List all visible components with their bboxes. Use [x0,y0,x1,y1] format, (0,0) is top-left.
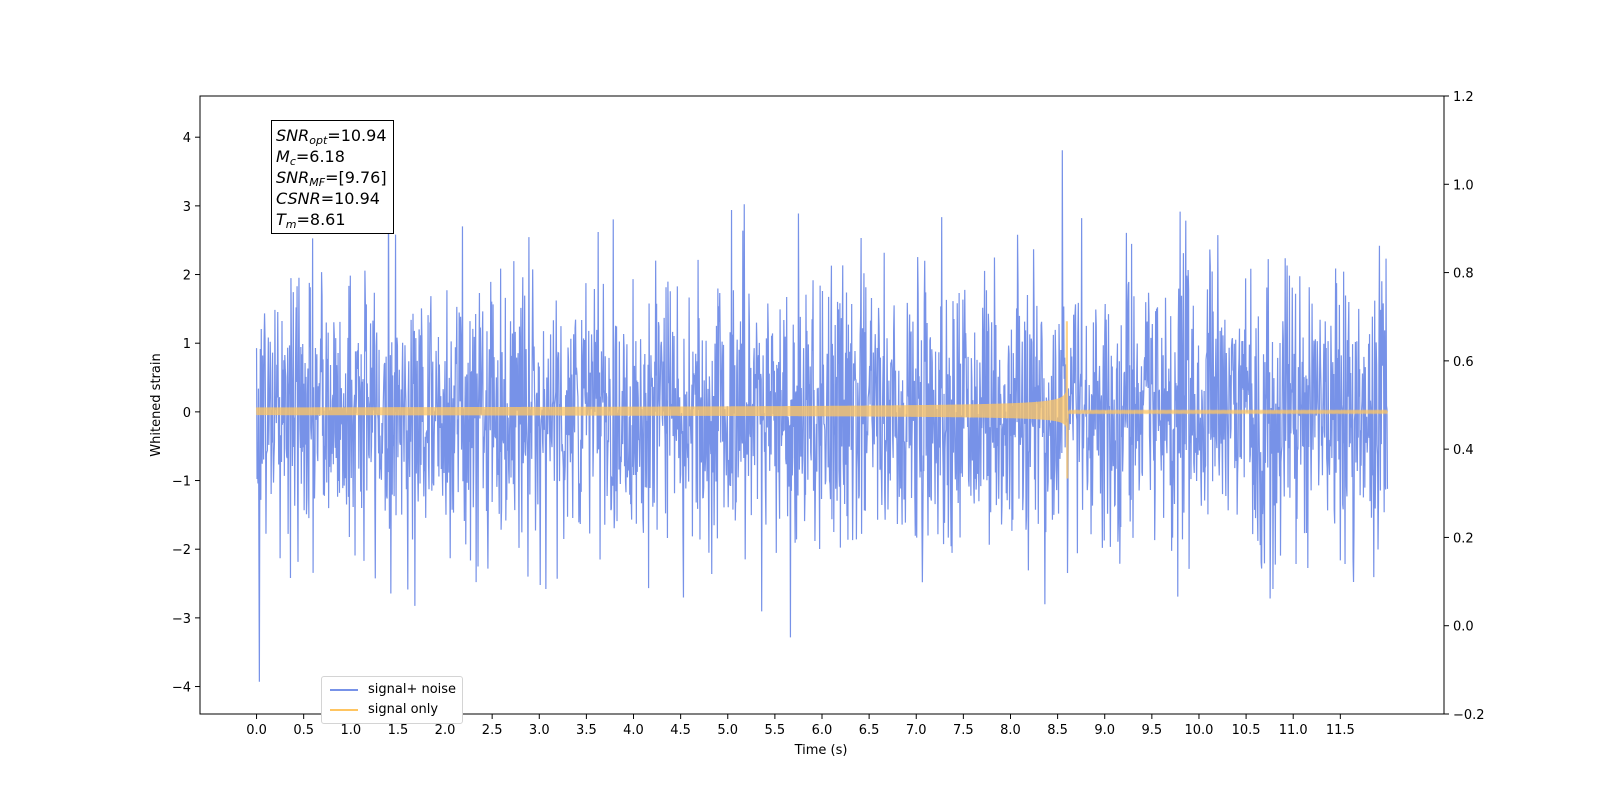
snr-mf-line: SNRMF=[9.76] [276,168,387,189]
x-tick-label: 5.5 [765,723,786,738]
x-tick-label: 5.0 [717,723,738,738]
y2-tick-label: 0.6 [1453,355,1474,370]
y2-tick-label: 1.2 [1453,90,1474,105]
merger-time-line: Tm=8.61 [276,210,346,231]
x-tick-label: 11.0 [1279,723,1308,738]
x-tick-label: 10.0 [1184,723,1213,738]
x-tick-label: 4.0 [623,723,644,738]
y-tick-label: −4 [172,681,191,696]
legend-label-signal-noise: signal+ noise [368,682,457,697]
x-axis-label: Time (s) [794,743,848,758]
y2-tick-label: −0.2 [1453,708,1485,723]
x-tick-label: 3.0 [529,723,550,738]
y-tick-label: 3 [183,200,191,215]
y-tick-label: 4 [183,131,191,146]
series-line-signal-noise [255,150,1389,682]
x-tick-label: 6.5 [859,723,880,738]
series-line-signal-only [255,321,1389,479]
y2-tick-label: 0.8 [1453,267,1474,282]
legend-swatch-signal-only [330,709,358,711]
y2-tick-label: 0.2 [1453,531,1474,546]
y-tick-label: 2 [183,269,191,284]
y2-tick-label: 0.0 [1453,620,1474,635]
x-tick-label: 6.0 [812,723,833,738]
y2-tick-label: 1.0 [1453,178,1474,193]
x-tick-label: 11.5 [1326,723,1355,738]
y-axis-label: Whitened strain [149,353,164,456]
x-tick-label: 0.5 [293,723,314,738]
x-tick-label: 7.0 [906,723,927,738]
x-tick-label: 9.0 [1094,723,1115,738]
x-tick-label: 8.0 [1000,723,1021,738]
x-tick-label: 4.5 [670,723,691,738]
x-tick-label: 3.5 [576,723,597,738]
axes-layer: 0.0 0.5 1.0 1.5 2.0 2.5 3.0 3.5 4.0 4.5 5.0 5.5 6.0 6… [172,90,1485,738]
legend: signal+ noise signal only [321,676,464,724]
legend-item-signal-only: signal only [330,700,456,720]
chirp-mass-line: Mc=6.18 [276,147,345,168]
legend-label-signal-only: signal only [368,702,439,717]
y-tick-label: 0 [183,406,191,421]
csnr-line: CSNR=10.94 [276,189,380,208]
x-tick-label: 2.0 [435,723,456,738]
y2-tick-label: 0.4 [1453,443,1474,458]
x-tick-label: 7.5 [953,723,974,738]
legend-swatch-signal-noise [330,689,358,691]
x-tick-label: 2.5 [482,723,503,738]
series-layer [255,150,1389,682]
x-tick-label: 1.0 [340,723,361,738]
x-tick-label: 9.5 [1142,723,1163,738]
stats-annotation-box: SNRopt=10.94 Mc=6.18 SNRMF=[9.76] CSNR=1… [271,120,394,234]
x-tick-label: 1.5 [388,723,409,738]
y-tick-label: −2 [172,543,191,558]
legend-item-signal-noise: signal+ noise [330,680,456,700]
x-tick-label: 8.5 [1047,723,1068,738]
y-tick-label: −3 [172,612,191,627]
y-tick-label: −1 [172,475,191,490]
x-tick-label: 0.0 [246,723,267,738]
x-tick-label: 10.5 [1232,723,1261,738]
snr-opt-line: SNRopt=10.94 [276,126,387,147]
y-tick-label: 1 [183,337,191,352]
